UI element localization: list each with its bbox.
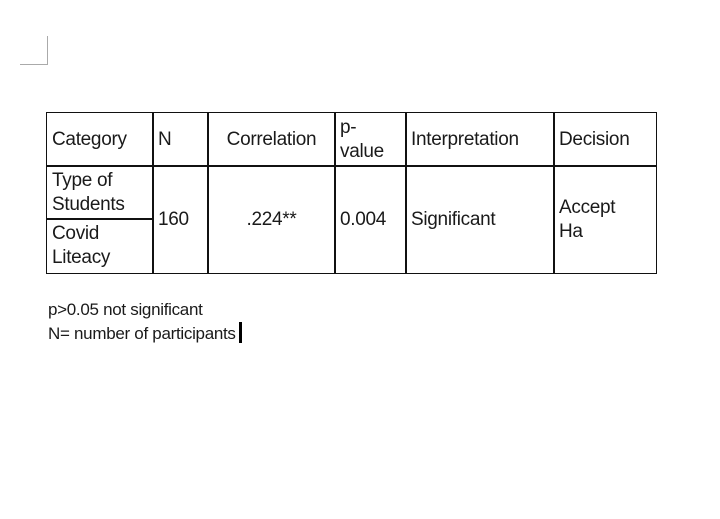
- table-notes: p>0.05 not significant N= number of part…: [48, 298, 242, 346]
- note-n-definition[interactable]: N= number of participants: [48, 322, 242, 346]
- header-correlation: Correlation: [207, 112, 336, 167]
- header-category: Category: [46, 112, 154, 167]
- category-type-of-students: Type of Students: [46, 165, 154, 220]
- header-p-value: p- value: [334, 112, 407, 167]
- note-n-text: N= number of participants: [48, 324, 236, 343]
- header-interpretation: Interpretation: [405, 112, 555, 167]
- header-decision: Decision: [553, 112, 657, 167]
- correlation-value: .224**: [207, 165, 336, 274]
- text-cursor: [238, 322, 242, 343]
- note-significance: p>0.05 not significant: [48, 300, 203, 319]
- category-covid-literacy: Covid Liteacy: [46, 218, 154, 274]
- p-value: 0.004: [334, 165, 407, 274]
- page-margin-marker: [20, 36, 48, 65]
- header-n: N: [152, 112, 209, 167]
- decision-value: Accept Ha: [553, 165, 657, 274]
- interpretation-value: Significant: [405, 165, 555, 274]
- n-value: 160: [152, 165, 209, 274]
